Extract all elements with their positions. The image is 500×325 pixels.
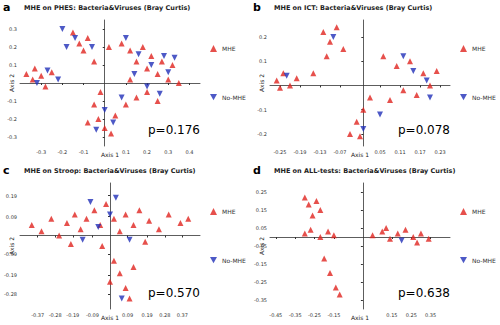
svg-text:Axis 2: Axis 2 [7,236,15,256]
svg-text:0.28: 0.28 [159,312,170,318]
svg-text:Axis 1: Axis 1 [101,314,119,321]
svg-text:No-MHE: No-MHE [472,257,496,264]
svg-text:-0.13: -0.13 [314,149,327,155]
svg-text:0.15: 0.15 [256,207,267,213]
svg-text:0.35: 0.35 [425,312,436,318]
svg-text:p=0.176: p=0.176 [148,123,200,137]
svg-text:-0.25: -0.25 [274,149,287,155]
svg-text:MHE on PHES: Bacteria&Viruses: MHE on PHES: Bacteria&Viruses (Bray Curt… [24,4,190,12]
svg-text:0.19: 0.19 [6,193,17,199]
svg-text:0.05: 0.05 [256,225,267,231]
svg-text:-0.09: -0.09 [4,251,17,257]
svg-text:-0.3: -0.3 [36,149,46,155]
svg-text:Axis 2: Axis 2 [258,74,265,92]
svg-text:0.19: 0.19 [142,312,153,318]
svg-text:Axis 2: Axis 2 [8,74,15,92]
svg-text:0.1: 0.1 [9,62,17,68]
svg-text:0.2: 0.2 [143,149,151,155]
svg-text:0.23: 0.23 [434,149,445,155]
svg-text:-0.1: -0.1 [7,98,17,104]
svg-text:No-MHE: No-MHE [222,94,246,101]
svg-text:0.3: 0.3 [164,149,172,155]
svg-text:0.11: 0.11 [394,149,405,155]
svg-text:-0.19: -0.19 [66,312,79,318]
svg-text:0.1: 0.1 [122,149,130,155]
svg-text:0.09: 0.09 [6,214,17,220]
svg-text:MHE on ALL-tests: Bacteria&Vir: MHE on ALL-tests: Bacteria&Viruses (Bray… [274,167,455,175]
svg-text:-0.07: -0.07 [334,149,347,155]
svg-text:a: a [3,1,10,14]
svg-text:0.17: 0.17 [414,149,425,155]
svg-text:0.05: 0.05 [374,149,385,155]
svg-text:Axis 1: Axis 1 [101,151,119,158]
svg-text:-0.1: -0.1 [257,107,267,113]
svg-text:-0.28: -0.28 [49,312,62,318]
svg-text:-0.19: -0.19 [4,272,17,278]
svg-text:MHE: MHE [222,208,236,215]
svg-text:-0.25: -0.25 [308,312,321,318]
svg-text:d: d [253,164,261,177]
svg-text:-0.1: -0.1 [79,149,89,155]
svg-text:-0.3: -0.3 [7,134,17,140]
svg-text:-0.25: -0.25 [254,279,267,285]
svg-text:-0.37: -0.37 [31,312,44,318]
svg-text:-0.45: -0.45 [269,312,282,318]
svg-text:0.1: 0.1 [259,58,267,64]
svg-text:-0.35: -0.35 [289,312,302,318]
svg-text:Axis 2: Axis 2 [257,236,265,256]
svg-text:-0.2: -0.2 [57,149,67,155]
svg-text:-0.2: -0.2 [7,116,17,122]
svg-text:Axis 1: Axis 1 [351,314,369,321]
svg-text:0.2: 0.2 [9,44,17,50]
svg-text:No-MHE: No-MHE [222,257,246,264]
svg-text:-0.2: -0.2 [257,131,267,137]
svg-text:c: c [3,164,10,177]
svg-text:p=0.638: p=0.638 [398,286,450,300]
svg-text:-0.35: -0.35 [254,297,267,303]
svg-text:-0.15: -0.15 [254,261,267,267]
svg-text:0.25: 0.25 [406,312,417,318]
svg-text:MHE on Stroop: Bacteria&Viruse: MHE on Stroop: Bacteria&Viruses (Bray Cu… [24,167,196,175]
svg-text:0.09: 0.09 [122,312,133,318]
svg-text:No-MHE: No-MHE [472,94,496,101]
svg-text:b: b [253,1,261,14]
svg-text:-0.28: -0.28 [4,291,17,297]
svg-text:p=0.570: p=0.570 [148,286,200,300]
svg-text:-0.09: -0.09 [86,312,99,318]
svg-text:0.4: 0.4 [185,149,193,155]
svg-text:-0.05: -0.05 [254,243,267,249]
svg-text:MHE: MHE [472,208,486,215]
svg-text:0.25: 0.25 [256,189,267,195]
svg-text:MHE: MHE [222,45,236,52]
svg-text:-0.15: -0.15 [327,312,340,318]
svg-text:-0.19: -0.19 [294,149,307,155]
svg-text:MHE on ICT: Bacteria&Viruses (: MHE on ICT: Bacteria&Viruses (Bray Curti… [274,4,432,12]
svg-text:0.15: 0.15 [386,312,397,318]
svg-text:MHE: MHE [472,45,486,52]
svg-text:0.3: 0.3 [9,26,17,32]
svg-text:p=0.078: p=0.078 [398,123,450,137]
svg-text:0.37: 0.37 [177,312,188,318]
svg-text:Axis 1: Axis 1 [351,151,369,158]
svg-text:0.2: 0.2 [259,34,267,40]
